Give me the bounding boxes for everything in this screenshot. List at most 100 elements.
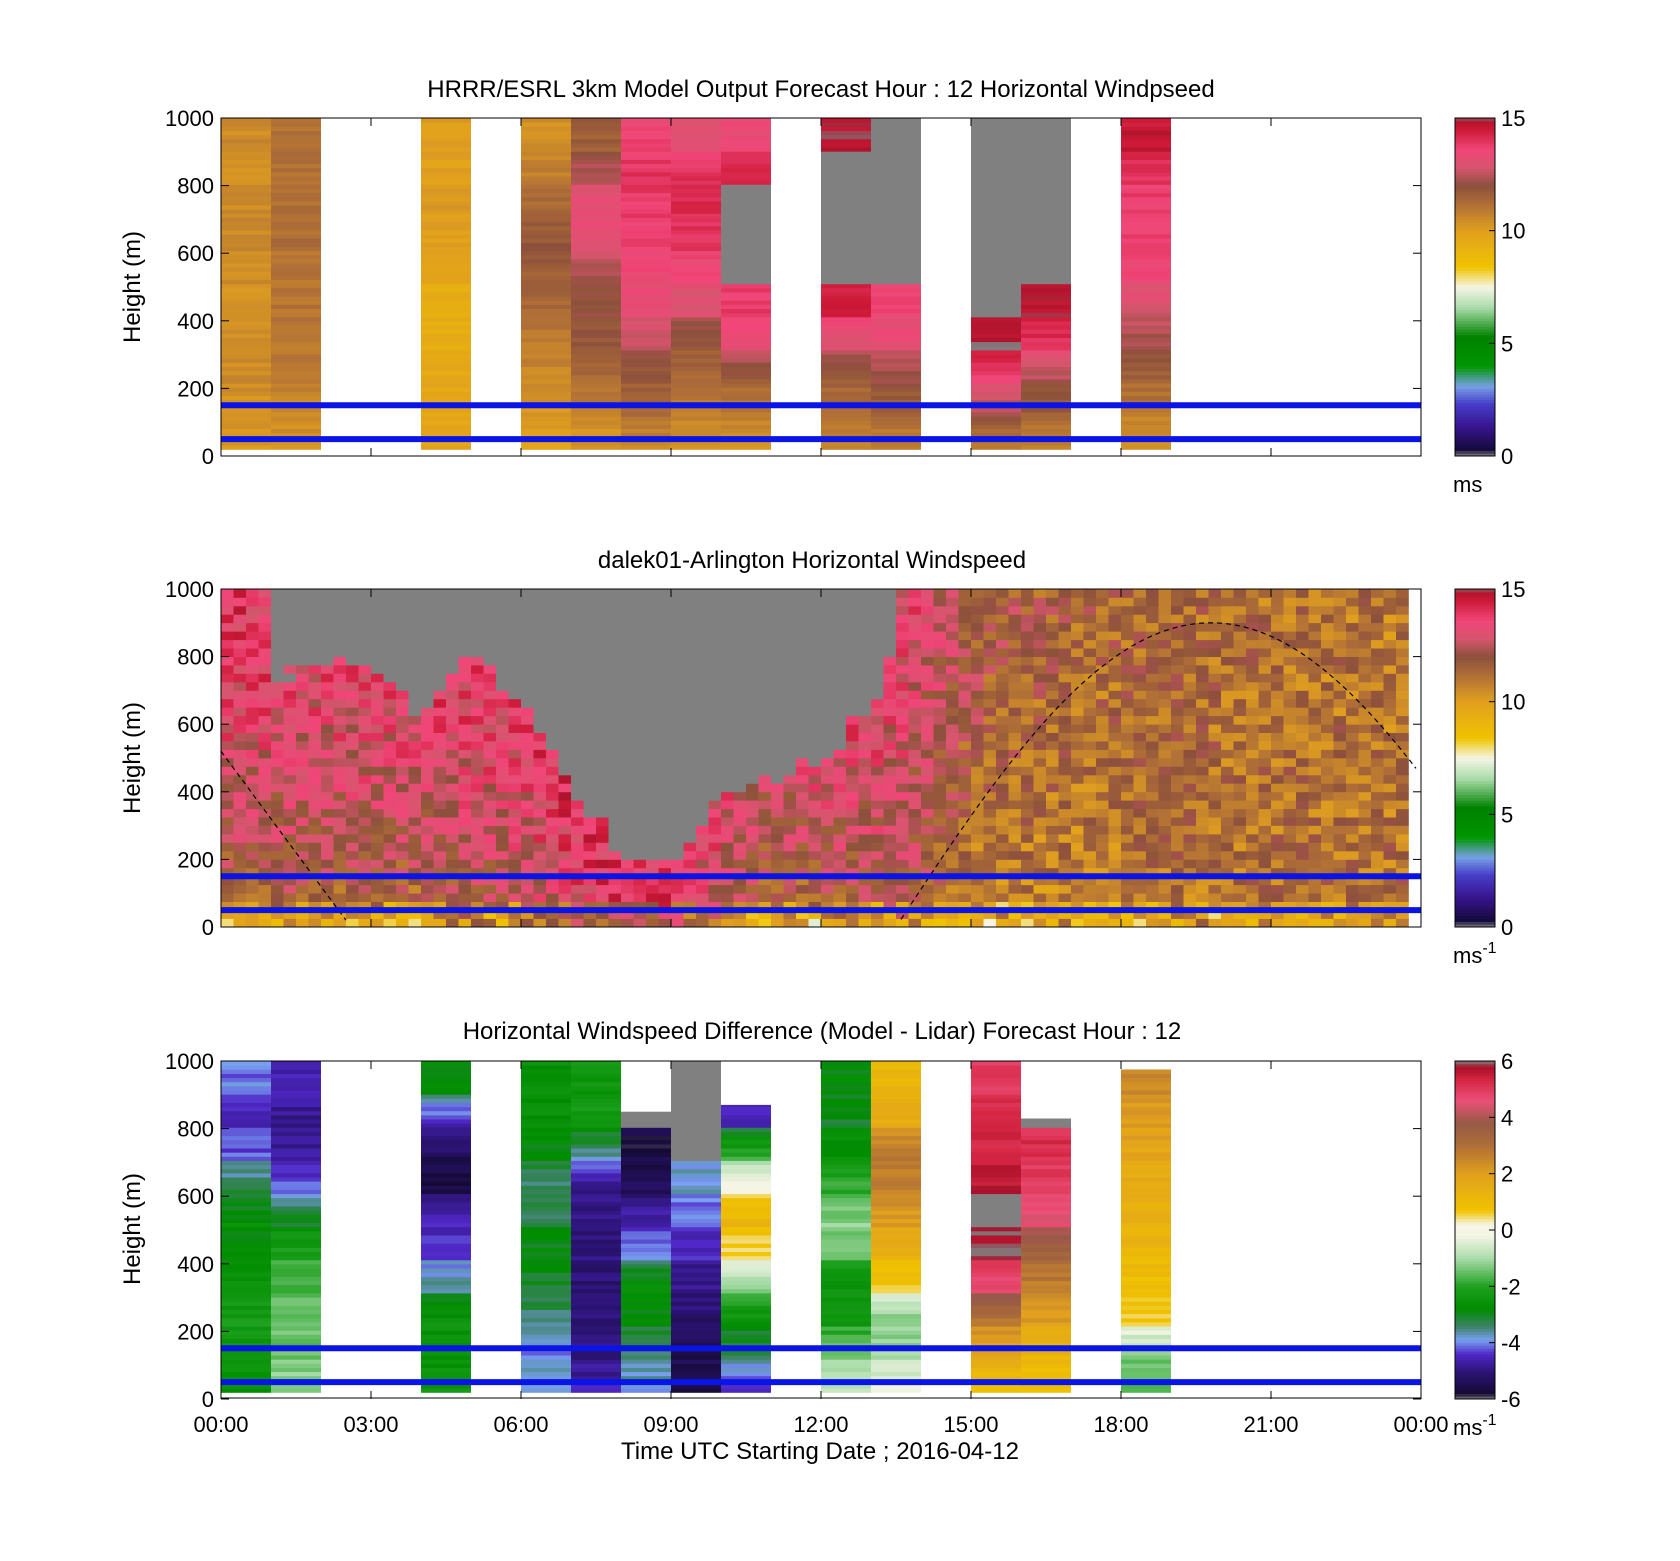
heatmap-cell — [1021, 333, 1071, 338]
heatmap-cell — [433, 698, 447, 708]
heatmap-cell — [583, 842, 597, 852]
heatmap-cell — [671, 374, 721, 380]
heatmap-cell — [558, 876, 572, 886]
heatmap-cell — [1121, 345, 1171, 351]
heatmap-cell — [1121, 673, 1134, 683]
heatmap-cell — [871, 279, 921, 285]
heatmap-cell — [908, 749, 922, 759]
heatmap-cell — [896, 758, 909, 767]
heatmap-cell — [983, 732, 997, 742]
heatmap-cell — [571, 192, 621, 198]
heatmap-cell — [871, 192, 921, 198]
heatmap-cell — [1383, 774, 1397, 784]
heatmap-cell — [971, 673, 984, 683]
heatmap-cell — [1333, 910, 1347, 919]
heatmap-cell — [958, 817, 972, 826]
heatmap-cell — [783, 698, 797, 708]
heatmap-cell — [721, 614, 734, 624]
heatmap-cell — [1358, 707, 1372, 717]
heatmap-cell — [521, 741, 534, 750]
colorbar-segment — [1455, 340, 1495, 344]
heatmap-cell — [1246, 834, 1259, 843]
heatmap-cell — [671, 893, 684, 902]
heatmap-cell — [1171, 867, 1184, 877]
colorbar-segment — [1455, 405, 1495, 409]
heatmap-cell — [1283, 876, 1297, 886]
heatmap-cell — [333, 867, 347, 877]
heatmap-cell — [1171, 614, 1184, 624]
heatmap-cell — [608, 876, 622, 886]
heatmap-cell — [696, 698, 709, 708]
heatmap-cell — [508, 715, 522, 725]
heatmap-cell — [271, 147, 321, 152]
heatmap-cell — [1183, 597, 1197, 607]
heatmap-cell — [358, 639, 372, 649]
heatmap-cell — [958, 707, 972, 717]
heatmap-cell — [571, 441, 621, 446]
heatmap-cell — [733, 893, 747, 902]
heatmap-cell — [933, 766, 947, 776]
heatmap-cell — [233, 851, 247, 860]
colorbar-segment — [1455, 360, 1495, 364]
heatmap-cell — [971, 605, 984, 615]
heatmap-cell — [471, 707, 484, 717]
heatmap-cell — [1021, 825, 1034, 835]
heatmap-cell — [971, 283, 1021, 289]
heatmap-cell — [796, 766, 809, 776]
heatmap-cell — [1021, 910, 1034, 919]
heatmap-cell — [1221, 808, 1234, 818]
heatmap-cell — [958, 690, 972, 700]
heatmap-cell — [621, 151, 671, 156]
heatmap-cell — [371, 605, 384, 615]
heatmap-cell — [571, 209, 621, 214]
heatmap-cell — [621, 656, 634, 666]
heatmap-cell — [1371, 791, 1384, 801]
heatmap-cell — [846, 656, 859, 666]
heatmap-cell — [671, 851, 684, 860]
heatmap-cell — [271, 138, 321, 144]
heatmap-cell — [621, 842, 634, 852]
heatmap-cell — [1183, 665, 1197, 674]
heatmap-cell — [458, 597, 472, 607]
heatmap-cell — [458, 673, 472, 683]
heatmap-cell — [1283, 901, 1297, 911]
heatmap-cell — [621, 732, 634, 742]
heatmap-cell — [621, 867, 634, 877]
heatmap-cell — [1208, 893, 1222, 902]
heatmap-cell — [471, 732, 484, 742]
heatmap-cell — [1158, 622, 1172, 632]
heatmap-cell — [708, 589, 722, 598]
heatmap-cell — [1333, 876, 1347, 886]
heatmap-cell — [1358, 783, 1372, 793]
heatmap-cell — [821, 399, 871, 405]
heatmap-cell — [883, 800, 897, 810]
heatmap-cell — [558, 884, 572, 894]
heatmap-cell — [658, 834, 672, 843]
heatmap-cell — [458, 656, 472, 666]
heatmap-cell — [333, 589, 347, 598]
heatmap-cell — [1296, 698, 1309, 708]
heatmap-cell — [708, 648, 722, 657]
heatmap-cell — [921, 690, 934, 700]
heatmap-cell — [1296, 834, 1309, 843]
heatmap-cell — [783, 622, 797, 632]
heatmap-cell — [1058, 707, 1072, 717]
heatmap-cell — [1233, 682, 1247, 691]
heatmap-cell — [683, 741, 697, 750]
heatmap-cell — [1371, 817, 1384, 826]
heatmap-cell — [1271, 884, 1284, 894]
heatmap-cell — [1046, 825, 1059, 835]
heatmap-cell — [1196, 842, 1209, 852]
heatmap-cell — [446, 682, 459, 691]
heatmap-cell — [233, 682, 247, 691]
heatmap-cell — [1033, 690, 1047, 700]
heatmap-cell — [1033, 910, 1047, 919]
heatmap-cell — [1121, 287, 1171, 293]
heatmap-cell — [971, 766, 984, 776]
heatmap-cell — [1233, 698, 1247, 708]
heatmap-cell — [346, 893, 359, 902]
heatmap-cell — [246, 741, 259, 750]
heatmap-cell — [1133, 597, 1147, 607]
heatmap-cell — [446, 766, 459, 776]
heatmap-cell — [646, 800, 659, 810]
